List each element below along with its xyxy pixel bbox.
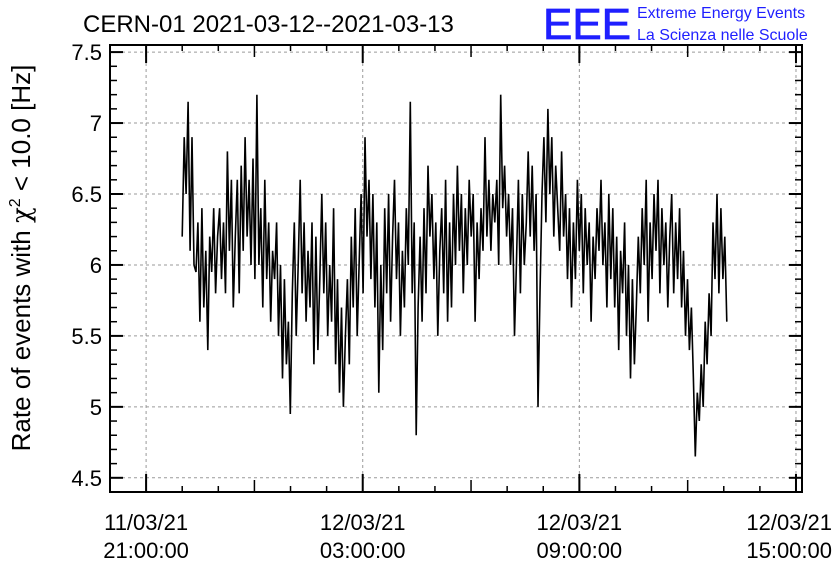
data-trace: [181, 94, 728, 457]
y-axis-label-after: < 10.0 [Hz]: [6, 65, 36, 199]
y-axis-label: Rate of events with χ2 < 10.0 [Hz]: [6, 65, 37, 452]
y-tick-label: 7.5: [71, 40, 102, 65]
rate-series-line: [181, 94, 728, 457]
eee-logo-line2: La Scienza nelle Scuole: [637, 27, 808, 44]
x-tick-time-label: 03:00:00: [320, 538, 406, 563]
x-tick-time-label: 21:00:00: [103, 538, 189, 563]
x-tick-time-label: 09:00:00: [537, 538, 623, 563]
y-tick-label: 4.5: [71, 466, 102, 491]
plot-frame: [109, 44, 803, 493]
x-tick-time-label: 15:00:00: [746, 538, 832, 563]
axis-ticks: [109, 45, 802, 493]
x-tick-date-label: 12/03/21: [320, 510, 406, 535]
y-tick-label: 5.5: [71, 324, 102, 349]
grid-lines: [110, 45, 802, 492]
y-axis-label-sup: 2: [7, 198, 24, 207]
x-tick-date-label: 12/03/21: [746, 510, 832, 535]
y-tick-labels: 4.5 5 5.5 6 6.5 7 7.5: [71, 40, 102, 491]
eee-logo-mark: EEE: [543, 0, 631, 49]
chart-title: CERN-01 2021-03-12--2021-03-13: [83, 11, 454, 38]
x-tick-date-label: 12/03/21: [537, 510, 623, 535]
eee-logo-line1: Extreme Energy Events: [637, 5, 805, 22]
y-tick-label: 6: [90, 253, 102, 278]
y-tick-label: 6.5: [71, 182, 102, 207]
y-axis-label-chi: χ: [7, 207, 37, 223]
y-tick-label: 5: [90, 395, 102, 420]
x-tick-date-label: 11/03/21: [104, 510, 188, 535]
x-tick-labels: 11/03/21 21:00:00 12/03/21 03:00:00 12/03/21…: [103, 510, 832, 563]
y-tick-label: 7: [90, 111, 102, 136]
eee-logo: EEE Extreme Energy Events La Scienza nel…: [543, 0, 808, 49]
y-axis-label-before: Rate of events with: [6, 223, 36, 451]
